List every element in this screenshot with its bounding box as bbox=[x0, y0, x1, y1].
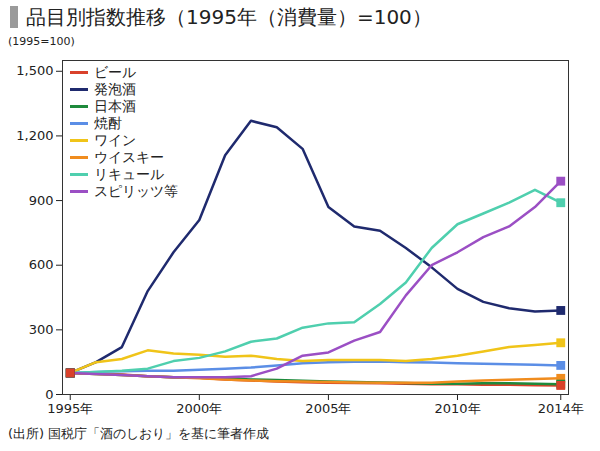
svg-text:2000年: 2000年 bbox=[176, 401, 222, 416]
html-text:ワイン: ワイン bbox=[94, 132, 136, 148]
html-text:リキュール: リキュール bbox=[94, 166, 164, 182]
html-text:日本酒: 日本酒 bbox=[94, 98, 136, 114]
svg-text:300: 300 bbox=[29, 322, 54, 337]
html-text:(1995=100): (1995=100) bbox=[8, 35, 75, 48]
svg-text:1,500: 1,500 bbox=[16, 63, 53, 78]
svg-text:2014年: 2014年 bbox=[538, 401, 584, 416]
html-text:ウイスキー: ウイスキー bbox=[94, 149, 164, 165]
html-text:焼酎: 焼酎 bbox=[94, 115, 122, 131]
svg-text:900: 900 bbox=[29, 193, 54, 208]
html-text:(出所) 国税庁「酒のしおり」を基に筆者作成: (出所) 国税庁「酒のしおり」を基に筆者作成 bbox=[8, 426, 270, 441]
svg-text:1,200: 1,200 bbox=[16, 128, 53, 143]
svg-text:0: 0 bbox=[45, 387, 53, 402]
html-text:発泡酒: 発泡酒 bbox=[94, 81, 136, 97]
svg-text:1995年: 1995年 bbox=[47, 401, 93, 416]
svg-text:600: 600 bbox=[29, 257, 54, 272]
html-text:スピリッツ等: スピリッツ等 bbox=[94, 183, 178, 199]
html-text:ビール: ビール bbox=[94, 64, 136, 80]
svg-text:2005年: 2005年 bbox=[305, 401, 351, 416]
html-text:品目別指数推移（1995年（消費量）=100）: 品目別指数推移（1995年（消費量）=100） bbox=[26, 4, 432, 29]
svg-text:2010年: 2010年 bbox=[434, 401, 480, 416]
